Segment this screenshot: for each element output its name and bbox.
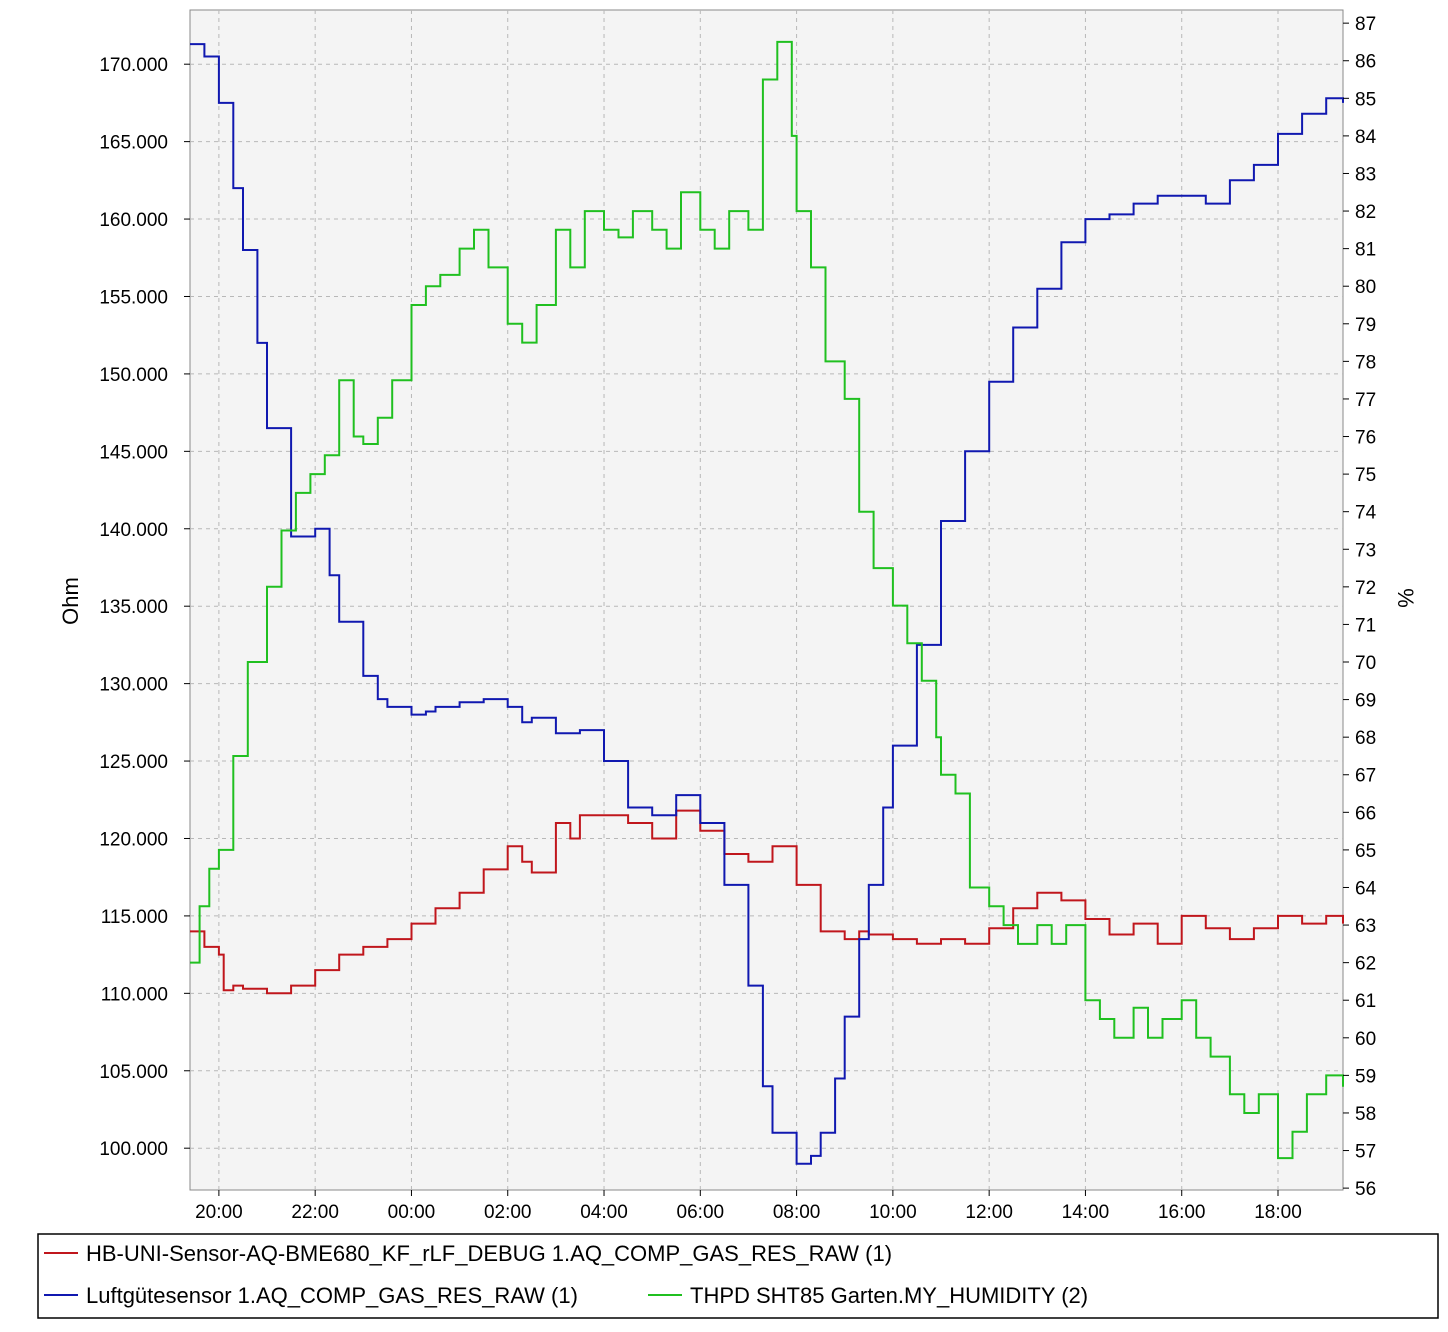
right-y-axis: 56 57 58 59 60 61 62 63 64 65 66 67 68 69 70 71 72 73 74 75… bbox=[1343, 14, 1377, 1200]
left-tick-label: 110.000 bbox=[101, 984, 168, 1005]
right-tick-label: 73 bbox=[1355, 540, 1376, 561]
right-tick-label: 86 bbox=[1355, 52, 1376, 73]
left-axis-title: Ohm bbox=[58, 577, 83, 625]
legend-entry-blue: Luftgütesensor 1.AQ_COMP_GAS_RES_RAW (1) bbox=[86, 1283, 578, 1308]
right-axis-title: % bbox=[1393, 588, 1418, 608]
right-tick-label: 65 bbox=[1355, 841, 1376, 862]
x-tick-label: 20:00 bbox=[195, 1202, 243, 1223]
right-tick-label: 62 bbox=[1355, 954, 1376, 975]
legend-entry-green: THPD SHT85 Garten.MY_HUMIDITY (2) bbox=[690, 1283, 1088, 1308]
left-tick-label: 120.000 bbox=[99, 829, 168, 850]
series-layer bbox=[190, 40, 1344, 1165]
legend: HB-UNI-Sensor-AQ-BME680_KF_rLF_DEBUG 1.A… bbox=[37, 1233, 1439, 1319]
x-tick-label: 18:00 bbox=[1254, 1202, 1302, 1223]
right-tick-label: 57 bbox=[1355, 1142, 1376, 1163]
x-tick-label: 12:00 bbox=[965, 1202, 1013, 1223]
right-tick-label: 80 bbox=[1355, 277, 1376, 298]
left-y-axis: 100.000 105.000 110.000 115.000 120.000 125.0… bbox=[99, 55, 190, 1160]
right-tick-label: 66 bbox=[1355, 803, 1376, 824]
x-axis: 20:00 22:00 00:00 02:00 04:00 06:00 08:00 10:00… bbox=[195, 1190, 1302, 1223]
left-tick-label: 145.000 bbox=[99, 442, 168, 463]
right-tick-label: 67 bbox=[1355, 766, 1376, 787]
right-tick-label: 59 bbox=[1355, 1066, 1376, 1087]
right-tick-label: 63 bbox=[1355, 916, 1376, 937]
grid bbox=[190, 10, 1343, 1190]
right-tick-label: 78 bbox=[1355, 352, 1376, 373]
plot-area bbox=[189, 9, 1344, 1191]
right-tick-label: 81 bbox=[1355, 240, 1376, 261]
right-tick-label: 68 bbox=[1355, 728, 1376, 749]
right-tick-label: 70 bbox=[1355, 653, 1376, 674]
right-tick-label: 61 bbox=[1355, 991, 1376, 1012]
x-tick-label: 22:00 bbox=[291, 1202, 339, 1223]
right-tick-label: 72 bbox=[1355, 578, 1376, 599]
right-tick-label: 56 bbox=[1355, 1179, 1376, 1200]
series-line-green bbox=[190, 40, 1344, 1160]
right-tick-label: 69 bbox=[1355, 691, 1376, 712]
right-tick-label: 58 bbox=[1355, 1104, 1376, 1125]
left-tick-label: 130.000 bbox=[99, 675, 168, 696]
left-tick-label: 140.000 bbox=[99, 520, 168, 541]
left-tick-label: 125.000 bbox=[99, 752, 168, 773]
left-tick-label: 165.000 bbox=[99, 133, 168, 154]
right-tick-label: 79 bbox=[1355, 315, 1376, 336]
left-tick-label: 160.000 bbox=[99, 210, 168, 231]
right-tick-label: 87 bbox=[1355, 14, 1376, 35]
right-tick-label: 83 bbox=[1355, 164, 1376, 185]
x-tick-label: 08:00 bbox=[773, 1202, 821, 1223]
x-tick-label: 14:00 bbox=[1062, 1202, 1110, 1223]
x-tick-label: 06:00 bbox=[677, 1202, 725, 1223]
x-tick-label: 02:00 bbox=[484, 1202, 532, 1223]
x-tick-label: 00:00 bbox=[388, 1202, 436, 1223]
legend-box bbox=[37, 1233, 1439, 1319]
left-tick-label: 100.000 bbox=[99, 1139, 168, 1160]
right-tick-label: 84 bbox=[1355, 127, 1377, 148]
left-tick-label: 135.000 bbox=[99, 597, 168, 618]
right-tick-label: 76 bbox=[1355, 428, 1376, 449]
left-tick-label: 170.000 bbox=[99, 55, 168, 76]
left-tick-label: 155.000 bbox=[99, 287, 168, 308]
series-line-red bbox=[190, 809, 1344, 995]
left-tick-label: 115.000 bbox=[101, 907, 168, 928]
x-tick-label: 10:00 bbox=[869, 1202, 917, 1223]
right-tick-label: 77 bbox=[1355, 390, 1376, 411]
right-tick-label: 75 bbox=[1355, 465, 1376, 486]
x-tick-label: 16:00 bbox=[1158, 1202, 1206, 1223]
legend-entry-red: HB-UNI-Sensor-AQ-BME680_KF_rLF_DEBUG 1.A… bbox=[86, 1241, 892, 1266]
x-tick-label: 04:00 bbox=[580, 1202, 628, 1223]
right-tick-label: 60 bbox=[1355, 1029, 1376, 1050]
left-tick-label: 150.000 bbox=[99, 365, 168, 386]
right-tick-label: 64 bbox=[1355, 878, 1377, 899]
right-tick-label: 85 bbox=[1355, 89, 1376, 110]
right-tick-label: 71 bbox=[1355, 615, 1376, 636]
right-tick-label: 82 bbox=[1355, 202, 1376, 223]
left-tick-label: 105.000 bbox=[99, 1062, 168, 1083]
right-tick-label: 74 bbox=[1355, 503, 1377, 524]
series-line-blue bbox=[190, 43, 1344, 1165]
